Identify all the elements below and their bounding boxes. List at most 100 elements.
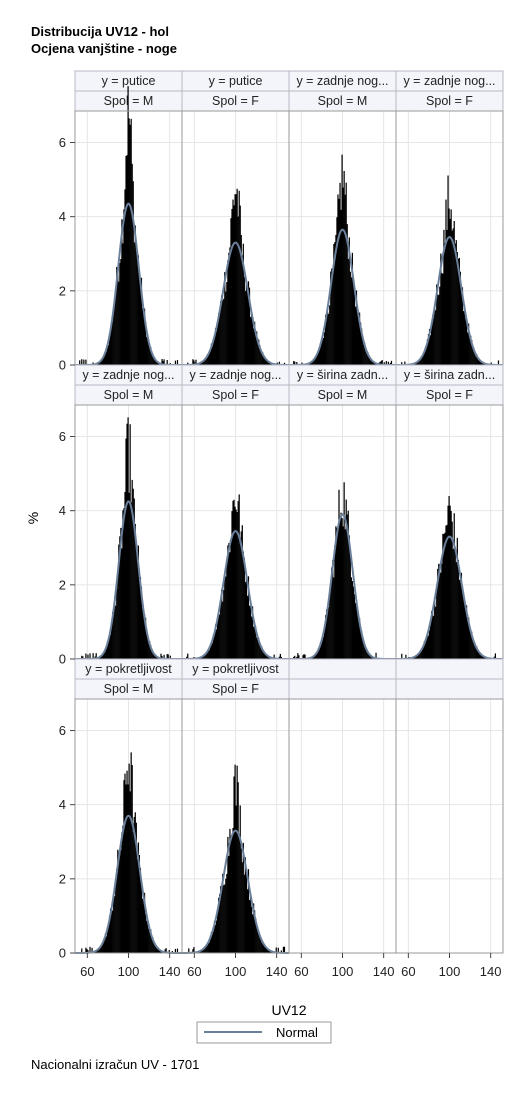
histogram-bar bbox=[224, 272, 226, 365]
histogram-bar bbox=[111, 907, 113, 953]
histogram-bar bbox=[246, 889, 249, 953]
histogram-bar bbox=[311, 361, 313, 365]
histogram-bar bbox=[323, 331, 326, 365]
histogram-bar bbox=[205, 654, 207, 659]
histogram-bar bbox=[315, 355, 317, 365]
histogram-bar bbox=[204, 946, 206, 953]
histogram-bar bbox=[339, 182, 341, 365]
histogram-bar bbox=[214, 924, 217, 953]
histogram-bar bbox=[331, 567, 333, 659]
histogram-bar bbox=[297, 653, 299, 659]
histogram-bar bbox=[265, 358, 267, 365]
histogram-bar bbox=[264, 652, 266, 659]
histogram-bar bbox=[381, 360, 383, 365]
histogram-bar bbox=[256, 924, 258, 953]
panel-header-y-label: y = širina zadn... bbox=[404, 368, 495, 382]
histogram-bar bbox=[233, 499, 235, 659]
histogram-bar bbox=[472, 639, 474, 659]
histogram-bar bbox=[221, 890, 223, 953]
histogram-bar bbox=[227, 260, 229, 365]
histogram-bar bbox=[293, 361, 295, 365]
histogram-bar bbox=[123, 508, 125, 659]
y-tick-label: 6 bbox=[59, 429, 66, 444]
histogram-bar bbox=[426, 339, 429, 365]
histogram-bar bbox=[469, 334, 471, 365]
histogram-bar bbox=[222, 300, 224, 365]
histogram-bar bbox=[215, 920, 218, 953]
histogram-bar bbox=[355, 290, 358, 365]
histogram-bar bbox=[475, 646, 477, 659]
histogram-bar bbox=[416, 654, 418, 659]
histogram-bar bbox=[151, 351, 153, 365]
histogram-bar bbox=[246, 290, 249, 365]
histogram-bar bbox=[238, 836, 240, 953]
histogram-bar bbox=[132, 831, 134, 953]
histogram-bar bbox=[111, 320, 113, 365]
panel-header-spol-label: Spol = F bbox=[426, 388, 473, 402]
histogram-bar bbox=[366, 649, 368, 659]
y-tick-label: 0 bbox=[59, 946, 66, 961]
histogram-bar bbox=[275, 947, 277, 953]
histogram-bar bbox=[463, 304, 466, 365]
histogram-bar bbox=[211, 345, 214, 365]
x-tick-label: 60 bbox=[187, 964, 201, 979]
histogram-bar bbox=[148, 640, 150, 659]
histogram-bar bbox=[139, 576, 142, 659]
histogram-bar bbox=[436, 586, 438, 659]
histogram-bar bbox=[366, 353, 368, 365]
histogram-bar bbox=[192, 359, 194, 365]
histogram-bar bbox=[259, 344, 261, 365]
histogram-bar bbox=[227, 545, 229, 659]
histogram-bar bbox=[261, 942, 263, 953]
histogram-bar bbox=[354, 602, 357, 659]
histogram-bar bbox=[259, 935, 261, 953]
histogram-bar bbox=[136, 561, 138, 659]
histogram-bar bbox=[106, 344, 109, 365]
histogram-bar bbox=[135, 549, 137, 659]
histogram-bar bbox=[468, 617, 470, 659]
histogram-bar bbox=[228, 252, 230, 365]
histogram-bar bbox=[350, 277, 352, 365]
histogram-bar bbox=[481, 362, 483, 365]
histogram-bar bbox=[213, 338, 216, 365]
histogram-bar bbox=[239, 805, 241, 953]
histogram-bar bbox=[387, 361, 389, 365]
histogram-bar bbox=[114, 302, 116, 365]
histogram-bar bbox=[231, 511, 233, 659]
histogram-bar bbox=[209, 645, 212, 659]
histogram-bar bbox=[109, 634, 112, 659]
histogram-bar bbox=[268, 362, 270, 365]
histogram-bar bbox=[233, 776, 235, 953]
histogram-bar bbox=[356, 309, 359, 365]
histogram-bar bbox=[139, 867, 142, 953]
histogram-bar bbox=[304, 654, 306, 659]
histogram-bar bbox=[329, 588, 331, 659]
histogram-bar bbox=[454, 549, 456, 659]
histogram-bar bbox=[102, 942, 105, 953]
histogram-bar bbox=[218, 897, 220, 953]
histogram-bar bbox=[428, 630, 431, 659]
histogram-bar bbox=[152, 651, 154, 659]
histogram-bar bbox=[163, 654, 165, 659]
histogram-bar bbox=[97, 363, 99, 365]
histogram-bar bbox=[327, 605, 329, 659]
histogram-bar bbox=[103, 353, 106, 365]
histogram-bar bbox=[262, 651, 264, 659]
histogram-bar bbox=[248, 900, 251, 953]
histogram-bar bbox=[337, 527, 339, 659]
histogram-bar bbox=[209, 349, 212, 365]
histogram-bar bbox=[215, 629, 218, 659]
histogram-bar bbox=[322, 636, 325, 659]
histogram-bar bbox=[448, 208, 450, 365]
histogram-bar bbox=[466, 332, 469, 365]
histogram-bar bbox=[476, 354, 478, 365]
histogram-bar bbox=[105, 351, 108, 365]
histogram-bar bbox=[229, 828, 231, 953]
histogram-bar bbox=[419, 358, 421, 365]
histogram-bar bbox=[473, 642, 475, 659]
histogram-bar bbox=[237, 216, 239, 365]
histogram-bar bbox=[201, 950, 203, 953]
histogram-bar bbox=[102, 356, 105, 365]
histogram-bar bbox=[465, 605, 468, 659]
